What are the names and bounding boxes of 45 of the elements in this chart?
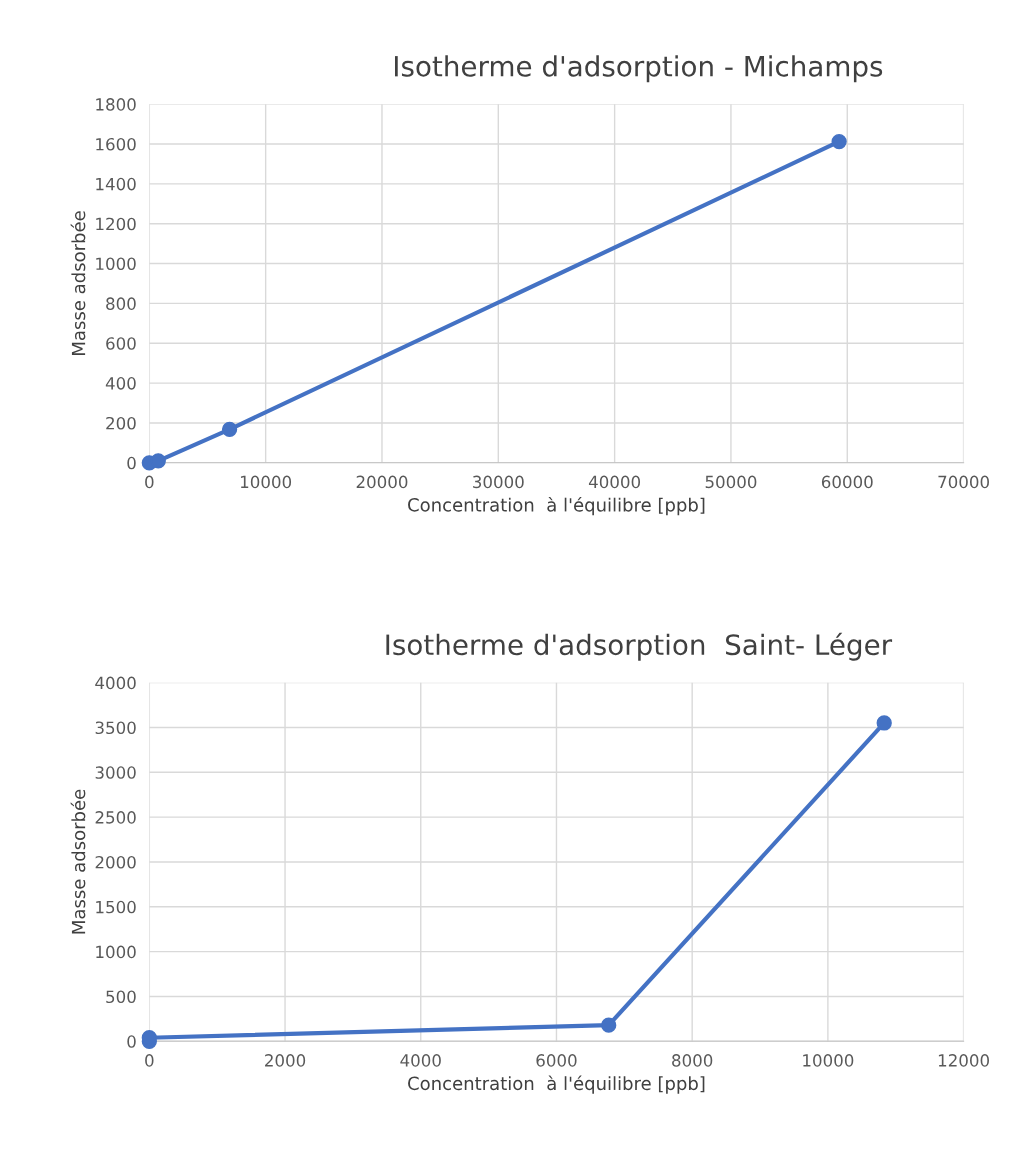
x-tick-label: 70000 [938, 475, 989, 489]
y-tick-label: 500 [106, 990, 136, 1004]
y-axis-title: Masse adsorbée [70, 789, 86, 934]
x-tick-label: 2000 [265, 1054, 306, 1067]
y-tick-label: 200 [106, 416, 136, 430]
x-tick-label: 0 [145, 1054, 154, 1067]
x-tick-label: 10000 [240, 475, 292, 489]
x-tick-label: 40000 [588, 475, 641, 489]
y-tick-label: 3500 [95, 721, 136, 735]
chart-title: Isotherme d'adsorption - Michamps [395, 55, 883, 83]
x-tick-label: 6000 [536, 1054, 577, 1067]
y-axis-title: Masse adsorbée [70, 211, 86, 355]
y-tick-label: 1000 [96, 945, 136, 959]
chart-title: Isotherme d'adsorption Saint- Léger [386, 632, 893, 661]
y-tick-label: 1400 [96, 177, 136, 191]
x-tick-label: 50000 [705, 475, 757, 489]
y-tick-label: 1000 [96, 257, 136, 271]
point [876, 715, 892, 731]
y-tick-label: 0 [127, 1035, 136, 1048]
x-tick-label: 4000 [400, 1054, 441, 1067]
point [831, 133, 847, 150]
y-tick-label: 600 [106, 337, 136, 350]
point [150, 453, 166, 469]
y-tick-label: 4000 [95, 676, 136, 690]
y-tick-label: 400 [105, 377, 136, 390]
y-tick-label: 3000 [95, 766, 136, 779]
y-tick-label: 0 [127, 456, 136, 470]
x-tick-label: 0 [145, 475, 154, 489]
x-tick-label: 20000 [356, 475, 408, 489]
y-tick-label: 1800 [96, 98, 136, 111]
y-tick-label: 1600 [96, 137, 136, 151]
point [221, 421, 238, 437]
y-tick-label: 2500 [95, 811, 136, 824]
point [601, 1017, 617, 1033]
y-tick-label: 1500 [96, 900, 136, 914]
x-tick-label: 8000 [672, 1054, 713, 1067]
y-tick-label: 2000 [95, 855, 136, 869]
x-axis-title: Concentration à l'équilibre [ppb] [408, 496, 705, 516]
x-tick-label: 12000 [938, 1054, 989, 1067]
x-axis-title: Concentration à l'équilibre [ppb] [408, 1075, 705, 1094]
x-tick-label: 60000 [821, 475, 873, 489]
y-tick-label: 1200 [96, 217, 136, 231]
y-tick-label: 800 [106, 297, 136, 310]
x-tick-label: 10000 [803, 1054, 854, 1067]
x-tick-label: 30000 [473, 475, 524, 489]
